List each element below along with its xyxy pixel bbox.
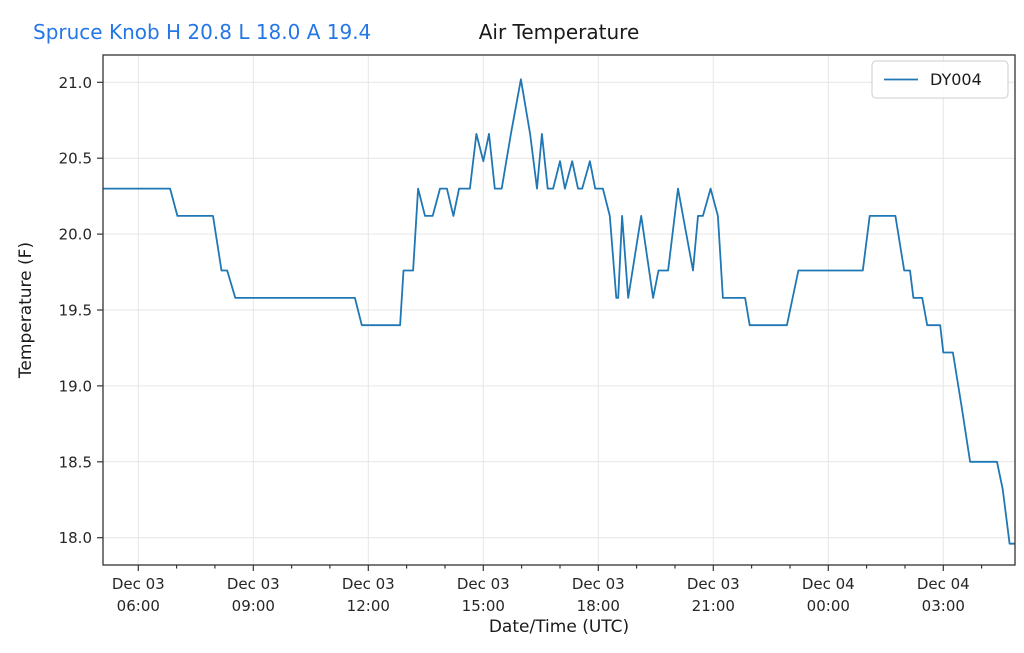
y-tick-label: 19.5 <box>59 302 92 320</box>
y-tick-label: 19.0 <box>59 377 92 395</box>
x-tick-label-time: 15:00 <box>462 597 505 615</box>
x-tick-label-date: Dec 03 <box>687 575 740 593</box>
temperature-line <box>103 78 1015 545</box>
gridlines <box>103 55 1015 565</box>
x-tick-label-time: 03:00 <box>922 597 965 615</box>
x-tick-label-time: 00:00 <box>807 597 850 615</box>
x-tick-label-time: 09:00 <box>232 597 275 615</box>
x-tick-label-date: Dec 04 <box>802 575 855 593</box>
x-tick-label-date: Dec 03 <box>457 575 510 593</box>
y-tick-label: 18.0 <box>59 529 92 547</box>
y-tick-label: 20.0 <box>59 226 92 244</box>
x-tick-label-date: Dec 03 <box>342 575 395 593</box>
tick-labels: 18.0 18.5 19.0 19.5 20.0 20.5 21.0 Dec 03 06:00 D… <box>59 74 970 615</box>
x-axis-label: Date/Time (UTC) <box>489 617 629 637</box>
axis-ticks <box>97 81 983 571</box>
y-axis-label: Temperature (F) <box>16 242 36 379</box>
legend: DY004 <box>871 60 1009 99</box>
chart-title: Air Temperature <box>479 20 640 44</box>
legend-label: DY004 <box>930 70 982 89</box>
x-tick-label-date: Dec 03 <box>572 575 625 593</box>
x-tick-label-time: 12:00 <box>347 597 390 615</box>
y-tick-label: 18.5 <box>59 453 92 471</box>
x-tick-label-date: Dec 03 <box>112 575 165 593</box>
x-tick-label-time: 21:00 <box>692 597 735 615</box>
station-summary: Spruce Knob H 20.8 L 18.0 A 19.4 <box>33 20 371 44</box>
y-tick-label: 20.5 <box>59 150 92 168</box>
x-tick-label-time: 06:00 <box>117 597 160 615</box>
x-tick-label-date: Dec 03 <box>227 575 280 593</box>
y-tick-label: 21.0 <box>59 74 92 92</box>
legend-box <box>871 60 1009 99</box>
x-tick-label-time: 18:00 <box>577 597 620 615</box>
x-tick-label-date: Dec 04 <box>917 575 970 593</box>
plot-border <box>102 54 1016 566</box>
